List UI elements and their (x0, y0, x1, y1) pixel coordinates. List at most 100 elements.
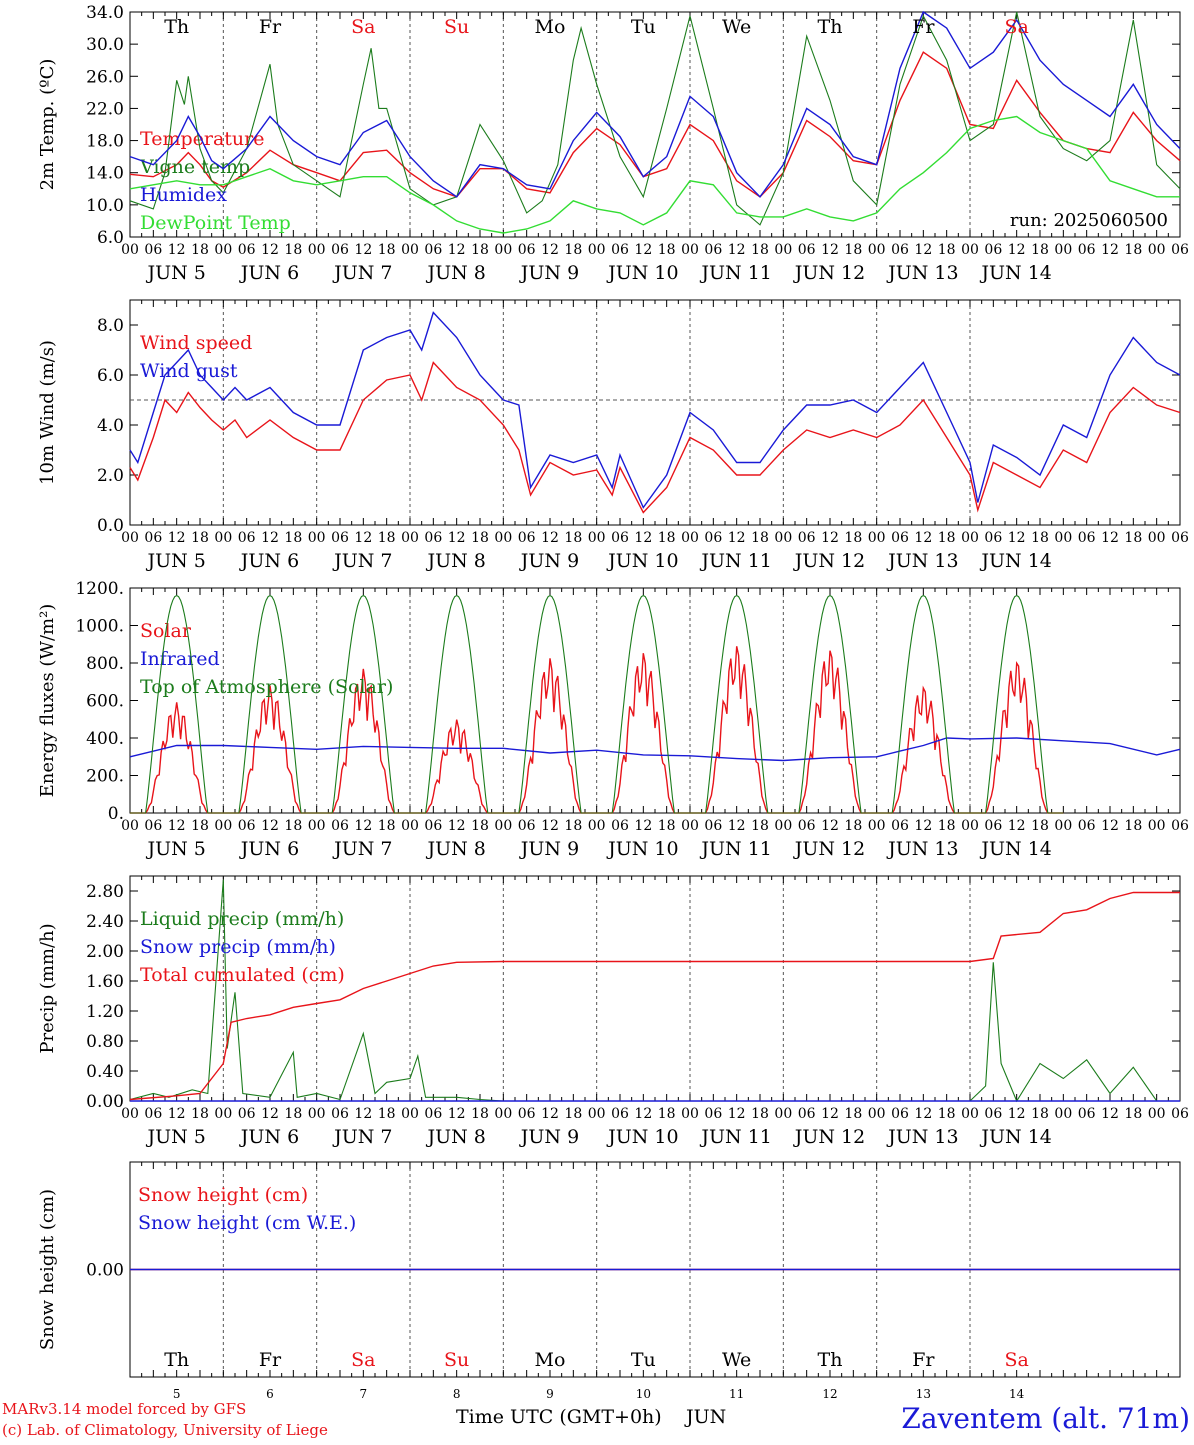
hour-label: 06 (424, 818, 442, 834)
hour-label: 12 (1101, 530, 1119, 546)
legend-entry: Total cumulated (cm) (140, 964, 345, 986)
hour-label: 12 (354, 1106, 372, 1122)
hour-label: 18 (1031, 242, 1049, 258)
series-line-temperature-3 (129, 115, 1180, 234)
y-tick-label: 2.80 (86, 882, 124, 902)
hour-label: 12 (261, 818, 279, 834)
hour-label: 12 (168, 530, 186, 546)
hour-label: 06 (424, 530, 442, 546)
date-label: JUN 6 (239, 550, 299, 572)
y-tick-label: 4.0 (97, 416, 124, 436)
date-label: JUN 14 (979, 1126, 1051, 1148)
hour-label: 06 (238, 1106, 256, 1122)
date-label: JUN 7 (332, 838, 392, 860)
hour-label: 12 (354, 530, 372, 546)
hour-label: 12 (261, 1106, 279, 1122)
day-number-label: 11 (729, 1387, 744, 1401)
day-of-week-label: Th (818, 16, 843, 38)
legend-entry: Snow precip (mm/h) (140, 936, 336, 958)
y-tick-label: 600. (86, 692, 124, 712)
hour-label: 12 (168, 818, 186, 834)
date-label: JUN 6 (239, 1126, 299, 1148)
hour-label: 06 (424, 242, 442, 258)
hour-label: 00 (308, 818, 326, 834)
hour-label: 06 (1078, 242, 1096, 258)
hour-label: 06 (984, 818, 1002, 834)
y-axis-label: Snow height (cm) (37, 1189, 58, 1350)
hour-label: 06 (798, 818, 816, 834)
hour-label: 00 (1054, 818, 1072, 834)
panel-temperature: 6.0 10.0 14.0 18.0 22.0 26.0 30.0 34.0 2m Temp. … (37, 3, 1189, 284)
day-number-label: 14 (1009, 1387, 1025, 1401)
hour-label: 12 (1101, 818, 1119, 834)
hour-label: 00 (961, 530, 979, 546)
y-tick-label: 30.0 (86, 35, 124, 55)
hour-label: 06 (891, 530, 909, 546)
date-label: JUN 10 (606, 262, 678, 284)
series-line-wind-0 (129, 361, 1181, 514)
series-line-precip-2 (129, 891, 1180, 1101)
hour-label: 00 (121, 1106, 139, 1122)
hour-label: 18 (284, 1106, 302, 1122)
hour-label: 00 (588, 1106, 606, 1122)
y-tick-label: 0.00 (86, 1092, 124, 1112)
legend-entry: Wind speed (140, 332, 252, 354)
hour-label: 12 (634, 1106, 652, 1122)
date-label: JUN 11 (699, 1126, 771, 1148)
date-label: JUN 6 (239, 262, 299, 284)
hour-label: 12 (821, 530, 839, 546)
day-of-week-label: Fr (259, 16, 282, 38)
hour-label: 00 (588, 818, 606, 834)
hour-label: 00 (681, 1106, 699, 1122)
hour-label: 00 (681, 242, 699, 258)
legend-entry: Snow height (cm W.E.) (138, 1212, 356, 1234)
legend-entry: Snow height (cm) (138, 1184, 308, 1206)
panel-precip: 0.00 0.40 0.80 1.20 1.60 2.00 2.40 2.80 Precip (… (37, 875, 1189, 1148)
y-tick-label: 14.0 (86, 164, 124, 184)
hour-label: 18 (284, 818, 302, 834)
hour-label: 18 (938, 242, 956, 258)
hour-label: 18 (1124, 242, 1142, 258)
series-line-wind-1 (129, 311, 1181, 509)
hour-label: 06 (984, 530, 1002, 546)
series-line-precip-0 (129, 879, 1180, 1103)
hour-label: 00 (868, 530, 886, 546)
hour-label: 18 (191, 530, 209, 546)
day-of-week-label: Sa (351, 1349, 375, 1371)
day-number-label: 5 (173, 1387, 181, 1401)
hour-label: 12 (261, 530, 279, 546)
hour-label: 18 (1124, 530, 1142, 546)
hour-label: 12 (821, 242, 839, 258)
hour-label: 18 (751, 530, 769, 546)
y-tick-label: 1000. (75, 617, 124, 637)
hour-label: 18 (751, 818, 769, 834)
hour-label: 00 (1054, 1106, 1072, 1122)
hour-label: 06 (611, 1106, 629, 1122)
hour-label: 00 (121, 818, 139, 834)
hour-label: 18 (658, 530, 676, 546)
series-line-energy-2 (130, 594, 1064, 814)
hour-label: 06 (1078, 530, 1096, 546)
hour-label: 12 (1101, 242, 1119, 258)
y-tick-label: 0.80 (86, 1032, 124, 1052)
hour-label: 18 (844, 1106, 862, 1122)
y-tick-label: 0.0 (97, 516, 124, 536)
hour-label: 06 (891, 242, 909, 258)
date-label: JUN 9 (519, 838, 579, 860)
hour-label: 06 (238, 242, 256, 258)
y-axis-label: 10m Wind (m/s) (37, 340, 58, 485)
y-axis-label: Precip (mm/h) (37, 923, 58, 1053)
day-number-label: 9 (546, 1387, 554, 1401)
day-of-week-label: Sa (1004, 1349, 1028, 1371)
hour-label: 06 (518, 818, 536, 834)
hour-label: 06 (798, 242, 816, 258)
hour-label: 12 (168, 242, 186, 258)
y-tick-label: 18.0 (86, 132, 124, 152)
hour-label: 12 (634, 818, 652, 834)
hour-label: 06 (704, 242, 722, 258)
date-label: JUN 9 (519, 262, 579, 284)
hour-label: 00 (401, 530, 419, 546)
day-of-week-label: Sa (351, 16, 375, 38)
hour-label: 00 (868, 818, 886, 834)
date-label: JUN 13 (886, 1126, 958, 1148)
